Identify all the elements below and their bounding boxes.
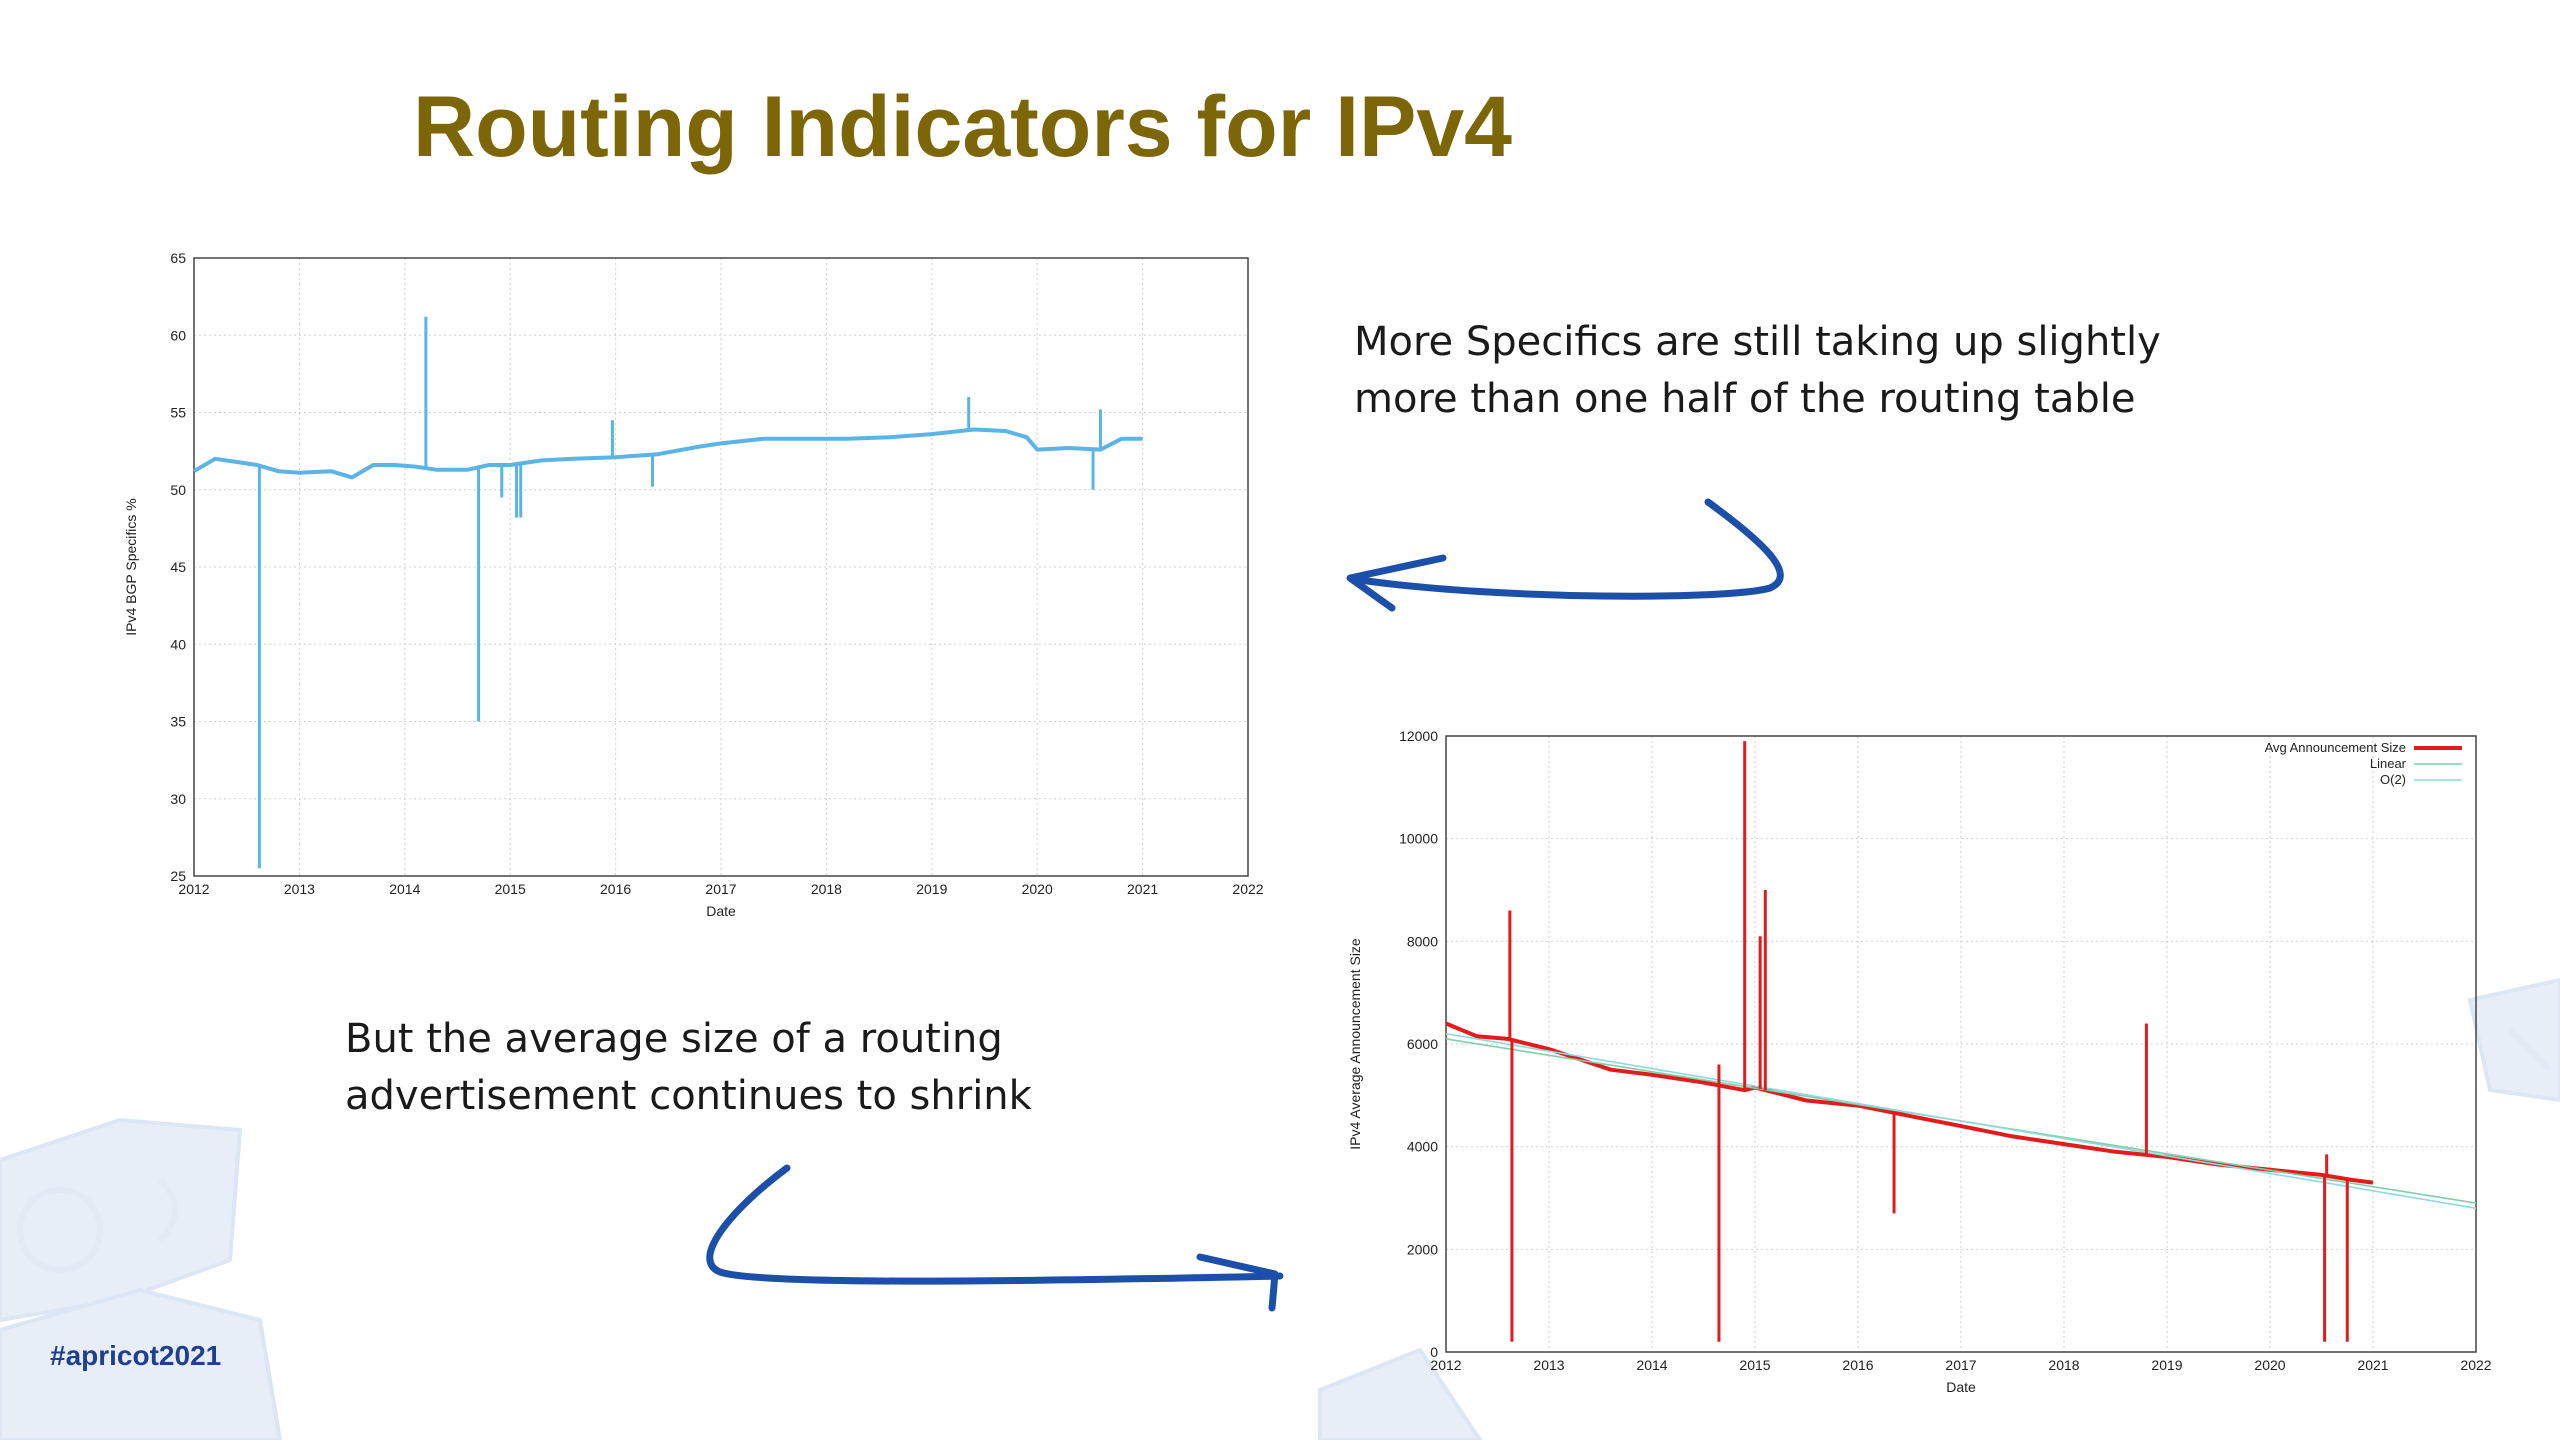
chart1-y-tick-label: 35	[170, 714, 186, 730]
chart2-x-ticks: 2012 2013 2014 2015 2016 2017 2018 2019 2020 2021…	[1430, 1357, 2491, 1373]
chart2-y-tick-label: 6000	[1407, 1036, 1438, 1052]
chart1-x-tick-label: 2021	[1127, 881, 1158, 897]
chart2-x-tick-label: 2021	[2357, 1357, 2388, 1373]
callout-advertisement-size: But the average size of a routing advert…	[345, 1011, 1032, 1125]
chart1-y-tick-label: 55	[170, 405, 186, 421]
event-hashtag: #apricot2021	[50, 1340, 222, 1371]
chart1-y-tick-label: 25	[170, 868, 186, 884]
slide-title: Routing Indicators for IPv4	[413, 79, 1512, 175]
chart2-series-line	[1445, 1021, 2374, 1185]
chart1-x-tick-label: 2014	[389, 881, 420, 897]
callout-line: More Specifics are still taking up sligh…	[1354, 319, 2161, 365]
chart1-x-axis-label: Date	[706, 903, 736, 919]
chart2-y-tick-label: 12000	[1399, 728, 1438, 744]
chart2-x-tick-label: 2012	[1430, 1357, 1461, 1373]
chart2-x-axis-label: Date	[1946, 1379, 1976, 1395]
chart2-series-line	[1445, 1032, 2477, 1210]
chart2-grid	[1445, 735, 2477, 1353]
chart2-marks	[1445, 741, 2477, 1342]
chart2-x-tick-label: 2014	[1636, 1357, 1667, 1373]
chart1-x-tick-label: 2017	[705, 881, 736, 897]
chart2-y-tick-label: 0	[1430, 1344, 1438, 1360]
arrow-to-bottom-chart-icon	[706, 1164, 1284, 1285]
chart2-y-ticks: 0 2000 4000 6000 8000 10000 12000	[1399, 728, 1438, 1360]
chart1-x-tick-label: 2022	[1232, 881, 1263, 897]
chart1-x-tick-label: 2018	[811, 881, 842, 897]
chart2-x-tick-label: 2018	[2048, 1357, 2079, 1373]
callout-line: But the average size of a routing	[345, 1016, 1003, 1062]
chart2-y-tick-label: 10000	[1399, 831, 1438, 847]
chart1-x-ticks: 2012 2013 2014 2015 2016 2017 2018 2019 2020 2021…	[178, 881, 1263, 897]
chart2-x-tick-label: 2020	[2254, 1357, 2285, 1373]
chart2-x-tick-label: 2017	[1945, 1357, 1976, 1373]
chart2-legend-label: O(2)	[2380, 772, 2406, 787]
chart2-y-tick-label: 4000	[1407, 1139, 1438, 1155]
chart2-x-tick-label: 2016	[1842, 1357, 1873, 1373]
chart1-x-tick-label: 2020	[1022, 881, 1053, 897]
chart1-y-ticks: 25 30 35 40 45 50 55 60 65	[170, 250, 186, 884]
chart2-x-tick-label: 2013	[1533, 1357, 1564, 1373]
chart2-y-axis-label: IPv4 Average Announcement Size	[1347, 938, 1363, 1150]
chart1-x-tick-label: 2016	[600, 881, 631, 897]
callout-line: advertisement continues to shrink	[345, 1073, 1032, 1119]
callout-more-specifics: More Specifics are still taking up sligh…	[1354, 314, 2161, 428]
chart1-y-axis-label: IPv4 BGP Specifics %	[123, 498, 139, 635]
chart2-x-tick-label: 2022	[2460, 1357, 2491, 1373]
chart2-x-tick-label: 2015	[1739, 1357, 1770, 1373]
chart1-grid	[193, 257, 1249, 877]
callout-line: more than one half of the routing table	[1354, 376, 2136, 422]
chart1-x-tick-label: 2012	[178, 881, 209, 897]
chart1-y-tick-label: 50	[170, 482, 186, 498]
chart1-series-line	[192, 427, 1143, 480]
chart2-y-tick-label: 8000	[1407, 933, 1438, 949]
arrow-to-top-chart-icon	[1356, 498, 1784, 600]
chart1-y-tick-label: 65	[170, 250, 186, 266]
chart1-y-tick-label: 30	[170, 791, 186, 807]
chart1-y-tick-label: 40	[170, 636, 186, 652]
arrow-head-top-icon	[1346, 554, 1447, 612]
chart2-x-tick-label: 2019	[2151, 1357, 2182, 1373]
chart1-x-tick-label: 2019	[916, 881, 947, 897]
chart2-legend-label: Linear	[2370, 756, 2407, 771]
chart1-x-tick-label: 2013	[284, 881, 315, 897]
chart-ipv4-avg-announcement-size: 0 2000 4000 6000 8000 10000 12000 2012 2013 2014…	[1347, 728, 2492, 1395]
chart1-plot-frame	[193, 257, 1249, 877]
chart2-y-tick-label: 2000	[1407, 1241, 1438, 1257]
chart1-marks	[192, 316, 1143, 869]
chart1-y-tick-label: 45	[170, 559, 186, 575]
arrow-head-bottom-icon	[1196, 1253, 1279, 1312]
chart1-x-tick-label: 2015	[495, 881, 526, 897]
chart1-y-tick-label: 60	[170, 327, 186, 343]
chart2-legend-label: Avg Announcement Size	[2265, 740, 2406, 755]
chart2-plot-frame	[1445, 735, 2477, 1353]
